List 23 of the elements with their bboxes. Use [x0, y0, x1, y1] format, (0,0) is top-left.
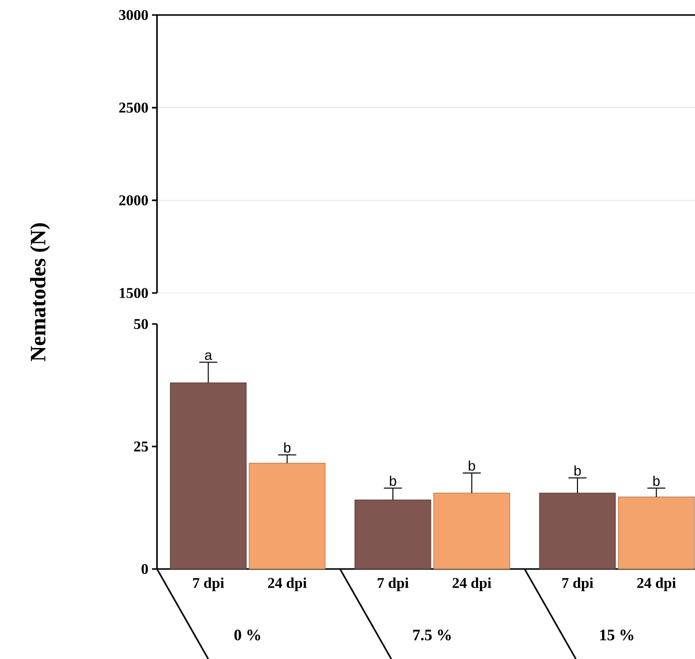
x-tick-label: 24 dpi [452, 578, 492, 592]
annotation: b [468, 460, 476, 471]
text: 0 % [234, 630, 260, 640]
annotation: b [574, 465, 581, 476]
x-tick-label: 7 dpi [193, 578, 224, 592]
annotation: b [284, 442, 290, 453]
y-axis-title: Nematodes (N) [30, 223, 50, 362]
y-tick-label: 1500 [120, 288, 148, 298]
annotation: b [390, 476, 396, 486]
x-tick-label: 7 dpi [562, 578, 594, 592]
text: 7.5 % [413, 630, 451, 640]
y-tick-label: 2500 [119, 102, 148, 113]
x-tick-label: 7 dpi [378, 578, 409, 592]
x-tick-label: 24 dpi [268, 578, 307, 592]
y-tick-label: 50 [134, 318, 148, 330]
text: 15 % [600, 630, 634, 640]
annotation: b [653, 476, 660, 486]
y-tick-label: 3000 [119, 10, 148, 20]
x-tick-label: 24 dpi [637, 578, 676, 592]
annotation: a [204, 352, 212, 360]
y-tick-label: 2000 [119, 195, 148, 206]
y-tick-label: 0 [142, 564, 148, 574]
y-tick-label: 25 [134, 441, 148, 452]
